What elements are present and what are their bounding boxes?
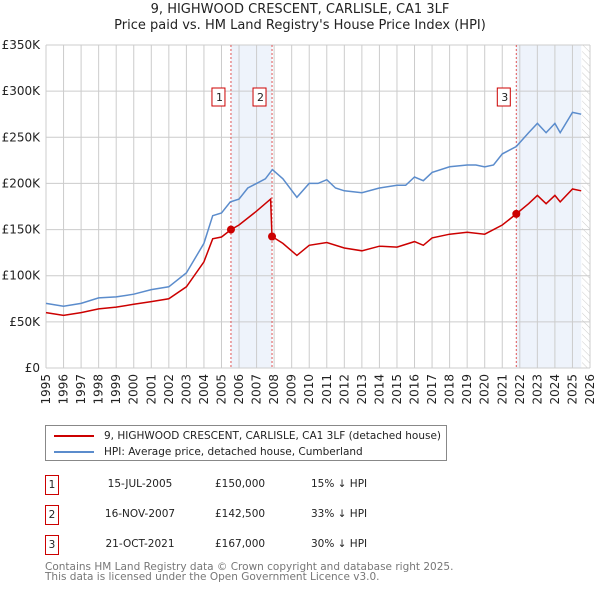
chart-subtitle: Price paid vs. HM Land Registry's House … xyxy=(114,18,486,33)
hpi-line xyxy=(45,111,582,307)
legend-red-line xyxy=(54,435,94,437)
legend-hpi: HPI: Average price, detached house, Cumb… xyxy=(104,446,363,458)
x-tick-label: 2025 xyxy=(565,374,579,405)
legend-property: 9, HIGHWOOD CRESCENT, CARLISLE, CA1 3LF … xyxy=(104,430,441,442)
y-tick-label: £0 xyxy=(25,361,40,375)
x-tick-label: 1999 xyxy=(109,374,123,405)
x-tick-label: 1996 xyxy=(57,374,71,405)
x-tick-label: 2018 xyxy=(443,374,457,405)
sale-point xyxy=(226,225,235,234)
sale-label: 2 xyxy=(257,91,264,104)
x-tick-label: 2012 xyxy=(337,374,351,405)
x-tick-label: 2005 xyxy=(214,374,228,405)
chart: 1995 1996 1997 1998 1999 2000 2001 2002 2003 2004… xyxy=(2,38,597,405)
x-tick-label: 2009 xyxy=(285,374,299,405)
x-tick-label: 2008 xyxy=(267,374,281,405)
property-price-line xyxy=(45,188,582,317)
sale-hpi: 15% ↓ HPI xyxy=(311,478,368,490)
shaded-region xyxy=(516,45,582,368)
x-tick-label: 2022 xyxy=(513,374,527,405)
y-tick-label: £300K xyxy=(2,84,42,98)
sale-price: £142,500 xyxy=(215,508,266,520)
y-tick-label: £350K xyxy=(2,38,42,52)
y-tick-label: £150K xyxy=(2,223,42,237)
table-row: 2 16-NOV-2007 £142,500 33% ↓ HPI xyxy=(45,505,445,525)
x-tick-label: 2023 xyxy=(530,374,544,405)
sale-date: 15-JUL-2005 xyxy=(107,478,173,490)
x-tick-label: 2017 xyxy=(425,374,439,405)
sale-number: 1 xyxy=(45,475,59,495)
x-tick-label: 2026 xyxy=(583,374,597,405)
x-tick-label: 2003 xyxy=(179,374,193,405)
x-tick-label: 2021 xyxy=(495,374,509,405)
sale-label-box xyxy=(211,87,226,107)
x-tick-label: 1995 xyxy=(39,374,53,405)
sale-hpi: 30% ↓ HPI xyxy=(311,538,368,550)
y-tick-label: £100K xyxy=(2,269,42,283)
x-tick-label: 2007 xyxy=(250,374,264,405)
sale-point xyxy=(268,232,277,241)
x-tick-label: 2000 xyxy=(127,374,141,405)
table-row: 3 21-OCT-2021 £167,000 30% ↓ HPI xyxy=(45,535,445,555)
y-tick-label: £250K xyxy=(2,130,42,144)
y-tick-label: £50K xyxy=(9,315,41,329)
y-tick-label: £200K xyxy=(2,176,42,190)
x-tick-label: 2020 xyxy=(478,374,492,405)
sale-point xyxy=(512,209,521,218)
x-tick-label: 2010 xyxy=(302,374,316,405)
x-tick-label: 2006 xyxy=(232,374,246,405)
sale-date: 16-NOV-2007 xyxy=(104,508,176,520)
sale-price: £150,000 xyxy=(215,478,266,490)
sale-label: 3 xyxy=(501,91,508,104)
x-tick-label: 2019 xyxy=(460,374,474,405)
x-tick-label: 2002 xyxy=(162,374,176,405)
footer: Contains HM Land Registry data © Crown c… xyxy=(45,561,454,583)
footer-line: This data is licensed under the Open Gov… xyxy=(45,571,380,583)
x-tick-label: 1998 xyxy=(92,374,106,405)
x-tick-label: 1997 xyxy=(74,374,88,405)
x-tick-label: 2001 xyxy=(144,374,158,405)
sale-label-box xyxy=(496,87,511,107)
sale-label: 1 xyxy=(216,91,223,104)
sale-label-box xyxy=(252,87,267,107)
x-tick-label: 2024 xyxy=(548,374,562,405)
x-tick-label: 2014 xyxy=(372,374,386,405)
x-tick-label: 2011 xyxy=(320,374,334,405)
footer-line: Contains HM Land Registry data © Crown c… xyxy=(45,561,454,573)
legend: 9, HIGHWOOD CRESCENT, CARLISLE, CA1 3LF … xyxy=(45,425,447,461)
chart-title: 9, HIGHWOOD CRESCENT, CARLISLE, CA1 3LF xyxy=(150,2,450,17)
legend-blue-line xyxy=(54,451,94,453)
sale-number: 2 xyxy=(45,505,59,525)
x-tick-label: 2004 xyxy=(197,374,211,405)
x-tick-label: 2015 xyxy=(390,374,404,405)
x-tick-label: 2016 xyxy=(408,374,422,405)
sale-price: £167,000 xyxy=(215,538,266,550)
sale-hpi: 33% ↓ HPI xyxy=(311,508,368,520)
sale-number: 3 xyxy=(45,535,59,555)
sale-date: 21-OCT-2021 xyxy=(105,538,175,550)
forecast-hatch xyxy=(582,45,590,368)
x-tick-label: 2013 xyxy=(355,374,369,405)
table-row: 1 15-JUL-2005 £150,000 15% ↓ HPI xyxy=(45,475,445,495)
